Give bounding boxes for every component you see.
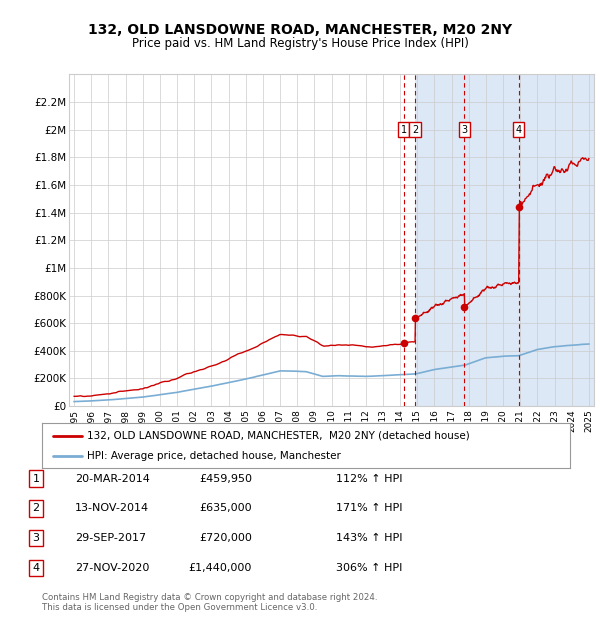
- Text: 1: 1: [32, 474, 40, 484]
- Text: 306% ↑ HPI: 306% ↑ HPI: [336, 563, 403, 573]
- Text: Price paid vs. HM Land Registry's House Price Index (HPI): Price paid vs. HM Land Registry's House …: [131, 37, 469, 50]
- Text: 132, OLD LANSDOWNE ROAD, MANCHESTER,  M20 2NY (detached house): 132, OLD LANSDOWNE ROAD, MANCHESTER, M20…: [87, 430, 470, 441]
- Text: 4: 4: [515, 125, 522, 135]
- Text: 171% ↑ HPI: 171% ↑ HPI: [336, 503, 403, 513]
- Text: 2: 2: [412, 125, 418, 135]
- Text: 1: 1: [401, 125, 407, 135]
- Text: 112% ↑ HPI: 112% ↑ HPI: [336, 474, 403, 484]
- Text: 143% ↑ HPI: 143% ↑ HPI: [336, 533, 403, 543]
- Text: £720,000: £720,000: [199, 533, 252, 543]
- Text: £1,440,000: £1,440,000: [188, 563, 252, 573]
- Text: 27-NOV-2020: 27-NOV-2020: [75, 563, 149, 573]
- Text: £459,950: £459,950: [199, 474, 252, 484]
- Bar: [415, 74, 594, 406]
- Text: 3: 3: [461, 125, 467, 135]
- Text: £635,000: £635,000: [199, 503, 252, 513]
- Text: 4: 4: [32, 563, 40, 573]
- Text: 132, OLD LANSDOWNE ROAD, MANCHESTER, M20 2NY: 132, OLD LANSDOWNE ROAD, MANCHESTER, M20…: [88, 23, 512, 37]
- Text: 13-NOV-2014: 13-NOV-2014: [75, 503, 149, 513]
- Text: 29-SEP-2017: 29-SEP-2017: [75, 533, 146, 543]
- Text: HPI: Average price, detached house, Manchester: HPI: Average price, detached house, Manc…: [87, 451, 341, 461]
- Text: 2: 2: [32, 503, 40, 513]
- Text: 20-MAR-2014: 20-MAR-2014: [75, 474, 150, 484]
- Text: 3: 3: [32, 533, 40, 543]
- Text: Contains HM Land Registry data © Crown copyright and database right 2024.
This d: Contains HM Land Registry data © Crown c…: [42, 593, 377, 612]
